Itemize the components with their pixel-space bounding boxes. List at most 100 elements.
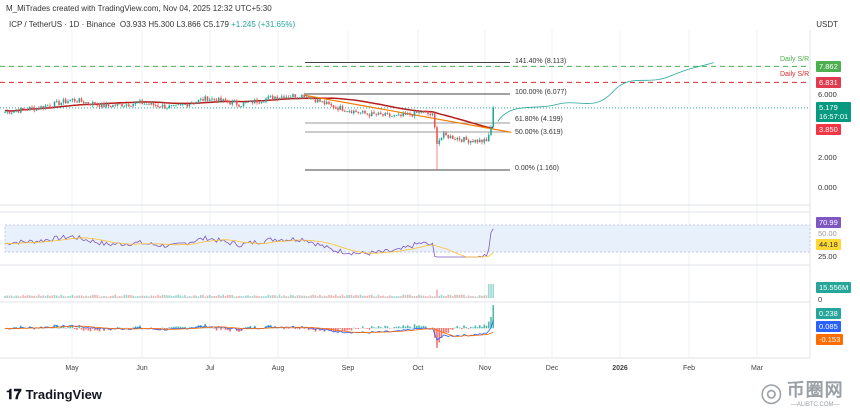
candle-body <box>154 105 157 106</box>
macd-histogram-bar <box>422 325 425 329</box>
candle-body <box>472 140 474 143</box>
candle-body <box>438 140 441 144</box>
volume-bar <box>177 294 180 298</box>
volume-bar <box>427 296 429 298</box>
macd-histogram-bar <box>71 326 74 329</box>
volume-bar <box>179 295 182 298</box>
volume-bar <box>307 296 310 298</box>
macd-histogram-bar <box>323 328 326 332</box>
volume-bar <box>458 294 461 298</box>
candle-body <box>454 139 456 140</box>
candle-body <box>193 103 195 105</box>
candle-body <box>395 115 398 116</box>
volume-tag: 15.556M <box>816 282 852 293</box>
candle-body <box>78 98 81 103</box>
candle-body <box>60 102 63 105</box>
candle-body <box>319 99 321 102</box>
price-tick: 6.000 <box>818 90 837 99</box>
volume-bar <box>166 295 168 298</box>
macd-histogram-bar <box>395 326 398 329</box>
macd-histogram-bar <box>85 328 87 330</box>
macd-histogram-bar <box>215 328 218 331</box>
macd-histogram-bar <box>368 328 371 330</box>
candle-body <box>328 101 330 104</box>
volume-bar <box>150 295 153 298</box>
macd-histogram-bar <box>161 327 164 329</box>
volume-bar <box>400 296 402 298</box>
volume-bar <box>195 295 198 298</box>
macd-histogram-bar <box>229 328 231 332</box>
macd-histogram-bar <box>343 328 346 332</box>
candle-body <box>249 100 252 103</box>
volume-bar <box>346 295 348 298</box>
volume-bar <box>278 294 281 298</box>
candle-body <box>334 107 337 109</box>
macd-histogram-bar <box>402 325 405 329</box>
macd-histogram-bar <box>125 327 128 329</box>
candle-body <box>265 98 267 102</box>
candle-body <box>274 96 276 100</box>
macd-histogram-bar <box>116 327 119 329</box>
watermark: ◎ 币圈网 —ALIBTC.COM— <box>760 376 844 409</box>
macd-hist-tag: 0.238 <box>816 308 841 319</box>
candle-body <box>206 96 209 101</box>
sr-red-tag: 6.831 <box>816 77 841 88</box>
volume-bar <box>24 296 27 298</box>
volume-bar <box>334 294 337 298</box>
volume-bar <box>328 294 330 298</box>
volume-bar <box>163 294 166 298</box>
volume-bar <box>8 295 11 298</box>
macd-line <box>4 320 494 341</box>
volume-bar <box>33 295 36 298</box>
macd-histogram-bar <box>379 327 382 329</box>
volume-bar <box>463 294 465 298</box>
macd-histogram-bar <box>463 325 465 329</box>
candle-body <box>352 110 355 114</box>
macd-histogram-bar <box>373 327 375 329</box>
volume-bar <box>116 296 119 298</box>
volume-bar <box>269 295 272 298</box>
volume-bar <box>481 295 483 298</box>
candle-body <box>211 98 213 100</box>
ohlc-close: C5.179 <box>203 20 229 29</box>
macd-histogram-bar <box>487 321 490 329</box>
candle-body <box>202 98 204 101</box>
volume-bar <box>292 295 294 298</box>
macd-histogram-bar <box>64 328 67 329</box>
volume-bar <box>240 296 243 298</box>
macd-histogram-bar <box>458 327 461 329</box>
currency-label[interactable]: USDT <box>816 20 838 29</box>
volume-bar <box>424 296 427 298</box>
volume-bar <box>60 294 63 298</box>
macd-histogram-bar <box>445 328 447 333</box>
candle-body <box>33 107 36 111</box>
candle-body <box>474 139 477 143</box>
volume-bar <box>10 295 13 298</box>
volume-bar <box>49 295 51 298</box>
tradingview-logo[interactable]: 𝟏𝟕 TradingView <box>6 386 102 403</box>
volume-bar <box>348 295 351 298</box>
candle-body <box>8 111 11 114</box>
volume-bar <box>247 295 249 298</box>
candle-body <box>186 104 189 107</box>
candle-body <box>406 113 409 115</box>
volume-bar <box>244 295 247 298</box>
macd-histogram-bar <box>436 328 438 348</box>
volume-bar <box>287 296 290 298</box>
candle-body <box>251 100 254 104</box>
macd-histogram-bar <box>87 328 90 331</box>
volume-bar <box>249 296 252 298</box>
volume-bar <box>58 296 60 298</box>
sr-label-red: Daily S/R <box>780 71 810 78</box>
candle-body <box>233 101 236 102</box>
candle-body <box>469 140 472 143</box>
candle-body <box>256 99 258 103</box>
macd-histogram-bar <box>442 328 445 333</box>
candle-body <box>116 103 119 106</box>
volume-bar <box>323 295 326 298</box>
symbol-name[interactable]: ICP / TetherUS · 1D · Binance <box>9 20 116 29</box>
fib-label: 100.00% (6.077) <box>515 89 567 96</box>
candle-body <box>402 113 405 117</box>
candle-body <box>121 103 123 107</box>
